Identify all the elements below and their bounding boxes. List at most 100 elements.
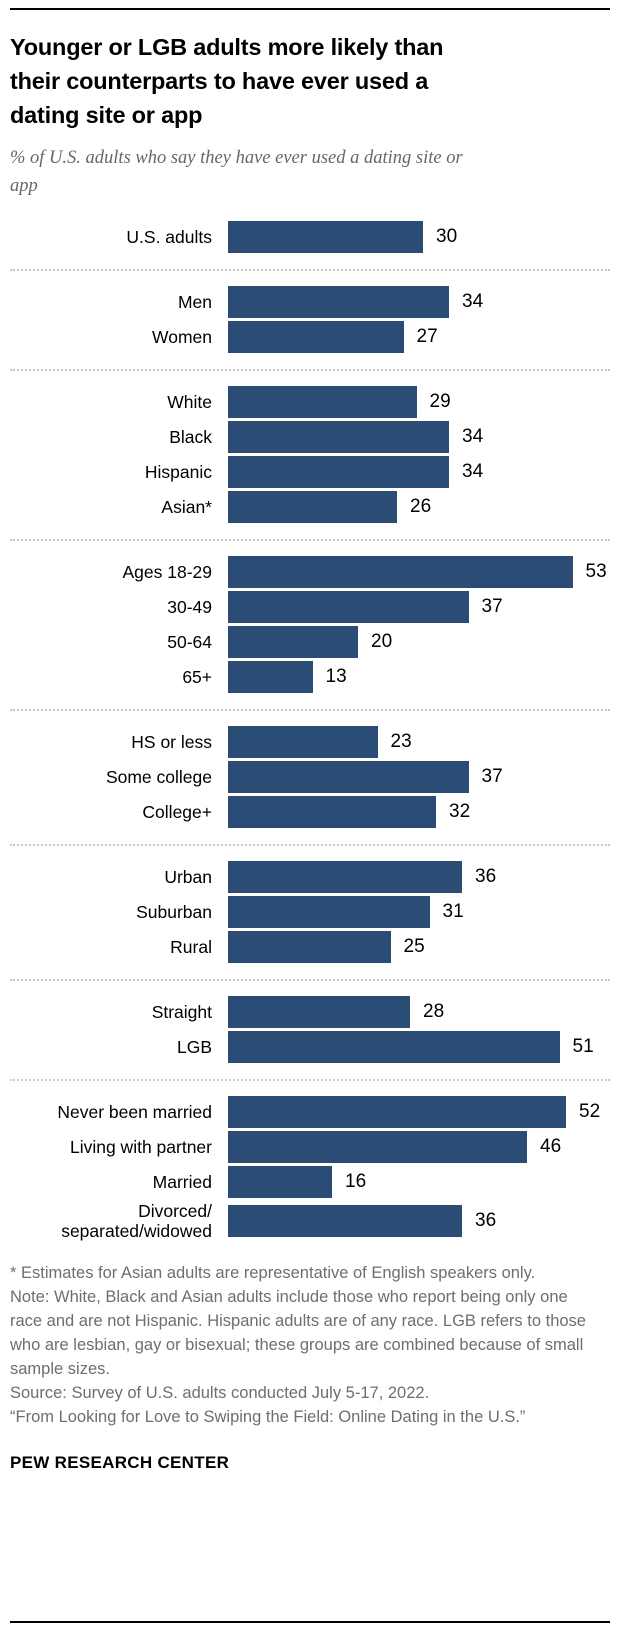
category-label: Black — [169, 427, 212, 448]
value-label: 36 — [475, 866, 497, 888]
bar-track: 16 — [228, 1166, 610, 1199]
bar-track: 27 — [228, 321, 610, 354]
bar-track: 46 — [228, 1131, 610, 1164]
bar-group: Ages 18-29 53 30-49 37 50-64 20 65+ 13 — [10, 556, 610, 694]
bar-row: Divorced/ separated/widowed 36 — [10, 1201, 610, 1241]
bar — [228, 421, 449, 454]
bottom-rule — [10, 1621, 610, 1623]
bar-row: College+ 32 — [10, 796, 610, 829]
bar-row: HS or less 23 — [10, 726, 610, 759]
value-label: 32 — [449, 801, 471, 823]
bar-group: HS or less 23 Some college 37 College+ 32 — [10, 726, 610, 829]
bar-track: 13 — [228, 661, 610, 694]
category-label: Men — [177, 292, 212, 313]
bar-track: 51 — [228, 1031, 610, 1064]
bar — [228, 796, 436, 829]
bar-row: White 29 — [10, 386, 610, 419]
pew-research-center-wordmark: PEW RESEARCH CENTER — [10, 1453, 230, 1473]
bar — [228, 556, 573, 589]
value-label: 51 — [572, 1036, 594, 1058]
bar-row: Ages 18-29 53 — [10, 556, 610, 589]
bar — [228, 591, 469, 624]
bar — [228, 1204, 462, 1237]
value-label: 34 — [462, 461, 484, 483]
bar-track: 29 — [228, 386, 610, 419]
group-separator — [10, 268, 610, 271]
group-separator — [10, 538, 610, 541]
bar — [228, 996, 410, 1029]
category-label: Straight — [151, 1002, 212, 1023]
category-label: White — [167, 392, 212, 413]
category-label: 30-49 — [167, 597, 212, 618]
category-label: Rural — [170, 937, 212, 958]
value-label: 30 — [436, 226, 458, 248]
category-label: LGB — [176, 1037, 212, 1058]
category-label: Women — [152, 327, 212, 348]
group-separator — [10, 978, 610, 981]
bar-row: Married 16 — [10, 1166, 610, 1199]
bar-row: Black 34 — [10, 421, 610, 454]
category-label: Urban — [164, 867, 212, 888]
value-label: 34 — [462, 291, 484, 313]
bar-row: Asian* 26 — [10, 491, 610, 524]
bar-row: 50-64 20 — [10, 626, 610, 659]
value-label: 36 — [475, 1209, 497, 1231]
group-separator — [10, 708, 610, 711]
bar-track: 25 — [228, 931, 610, 964]
bar-group: Straight 28 LGB 51 — [10, 996, 610, 1064]
bar-track: 53 — [228, 556, 610, 589]
value-label: 31 — [442, 901, 464, 923]
bar-row: U.S. adults 30 — [10, 221, 610, 254]
bar-row: Rural 25 — [10, 931, 610, 964]
category-label: Some college — [105, 767, 212, 788]
footnotes: * Estimates for Asian adults are represe… — [10, 1261, 590, 1430]
bar — [228, 726, 378, 759]
bar — [228, 286, 449, 319]
value-label: 46 — [540, 1136, 562, 1158]
category-label: Divorced/ separated/widowed — [61, 1200, 212, 1241]
bar-row: Straight 28 — [10, 996, 610, 1029]
value-label: 53 — [585, 561, 607, 583]
footnote-note: Note: White, Black and Asian adults incl… — [10, 1288, 586, 1379]
footnote-asterisk: * Estimates for Asian adults are represe… — [10, 1263, 536, 1282]
category-label: Suburban — [136, 902, 212, 923]
category-label: Ages 18-29 — [122, 562, 212, 583]
category-label: U.S. adults — [126, 227, 212, 248]
bar — [228, 456, 449, 489]
bar — [228, 761, 469, 794]
bar-row: Urban 36 — [10, 861, 610, 894]
value-label: 34 — [462, 426, 484, 448]
category-label: HS or less — [131, 732, 212, 753]
value-label: 23 — [390, 731, 412, 753]
page-subtitle: % of U.S. adults who say they have ever … — [10, 148, 463, 196]
bar-track: 34 — [228, 286, 610, 319]
bar-track: 36 — [228, 861, 610, 894]
bar-group: White 29 Black 34 Hispanic 34 Asian* 26 — [10, 386, 610, 524]
category-label: College+ — [142, 802, 212, 823]
bar-row: 65+ 13 — [10, 661, 610, 694]
bar — [228, 626, 358, 659]
value-label: 13 — [325, 666, 347, 688]
category-label: Never been married — [57, 1102, 212, 1123]
bar-row: Men 34 — [10, 286, 610, 319]
category-label: Living with partner — [69, 1137, 212, 1158]
bar — [228, 321, 404, 354]
value-label: 26 — [410, 496, 432, 518]
bar — [228, 1166, 332, 1199]
value-label: 28 — [423, 1001, 445, 1023]
bar-group: Never been married 52 Living with partner 4… — [10, 1096, 610, 1241]
bar — [228, 661, 313, 694]
bar-track: 30 — [228, 221, 610, 254]
bar-row: LGB 51 — [10, 1031, 610, 1064]
value-label: 27 — [416, 326, 438, 348]
bar — [228, 861, 462, 894]
bar-track: 34 — [228, 456, 610, 489]
bar — [228, 896, 430, 929]
bar — [228, 221, 423, 254]
bar-chart: U.S. adults 30 Men 34 Women 27 White 29 Black 34 H… — [10, 221, 610, 1243]
bar-track: 36 — [228, 1204, 610, 1237]
bar-track: 32 — [228, 796, 610, 829]
value-label: 25 — [403, 936, 425, 958]
category-label: 50-64 — [167, 632, 212, 653]
category-label: Married — [152, 1172, 212, 1193]
